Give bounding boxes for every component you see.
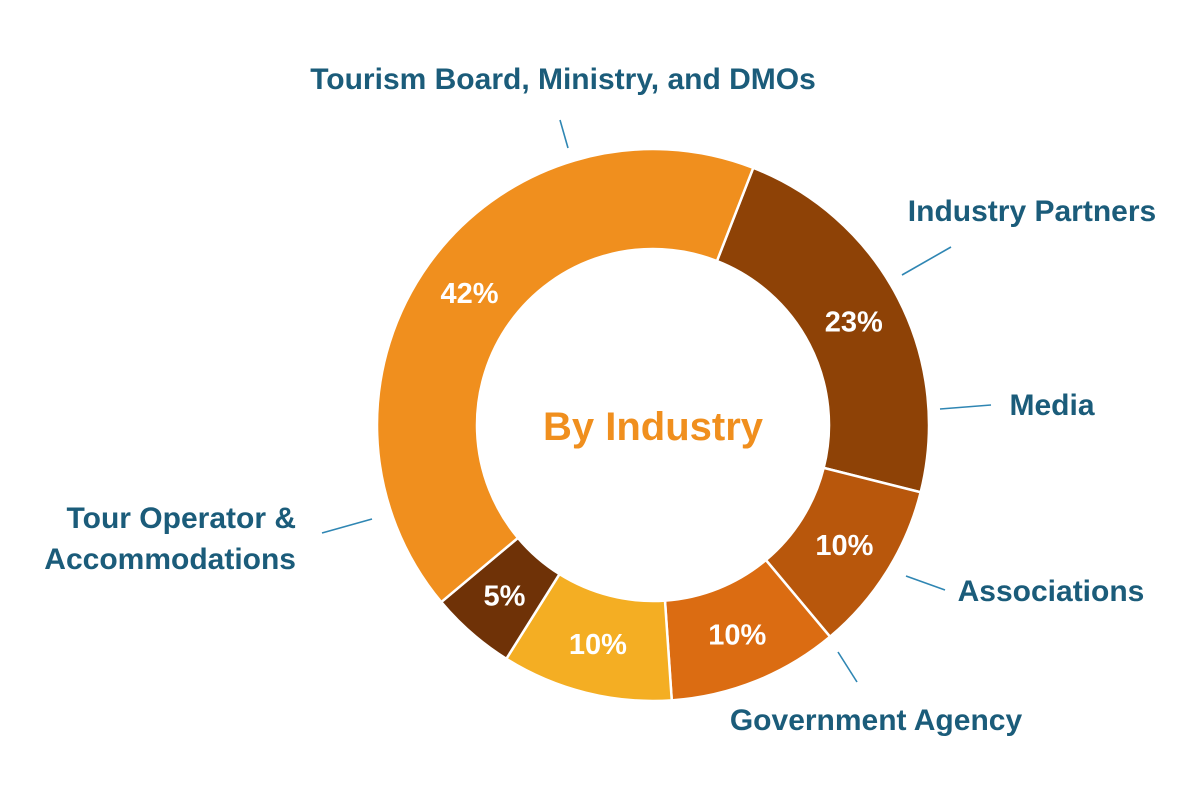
slice-value-label: 10% [708,620,766,652]
leader-line [901,246,952,276]
leader-line [837,651,858,683]
slice-category-label: Government Agency [730,704,1023,737]
slice-value-label: 23% [825,306,883,338]
leader-lines [321,119,992,683]
percentage-labels: 23% 10% 10% 10% 5% 42% [440,278,883,661]
slice-category-label: Media [1009,389,1094,422]
slice-value-label: 10% [569,629,627,661]
slice-value-label: 42% [440,278,498,310]
chart-title: By Industry [543,405,764,449]
leader-line [559,119,569,149]
donut-slice [375,147,755,604]
slice-value-label: 5% [483,580,525,612]
leader-line [905,575,946,591]
slice-category-label: Tour Operator & Accommodations [44,502,296,576]
leader-line [321,518,373,534]
donut-slice [715,166,931,494]
donut-slices [375,147,931,703]
leader-line [939,404,992,410]
slice-value-label: 10% [815,530,873,562]
category-labels: Tourism Board, Ministry, and DMOs Industr… [44,63,1156,737]
slice-category-label: Associations [958,575,1145,608]
slice-category-label: Industry Partners [908,195,1156,228]
slice-category-label: Tourism Board, Ministry, and DMOs [310,63,816,96]
